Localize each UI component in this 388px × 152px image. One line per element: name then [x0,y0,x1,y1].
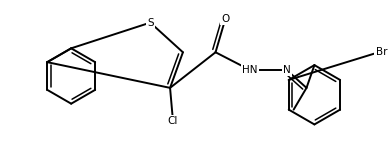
Text: N: N [283,65,291,75]
Text: S: S [147,18,154,28]
Text: HN: HN [242,65,258,75]
Text: Cl: Cl [168,116,178,126]
Text: Br: Br [376,47,387,57]
Text: O: O [221,14,230,24]
